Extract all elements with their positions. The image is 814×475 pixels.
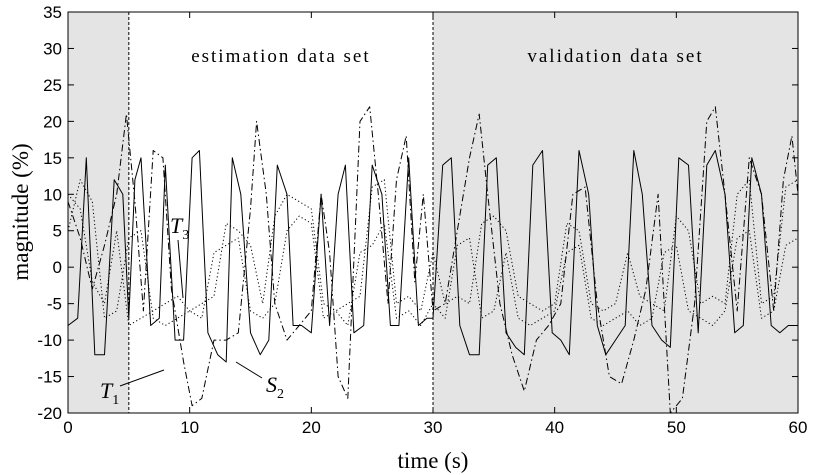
x-tick-label: 40	[545, 418, 564, 437]
tick-labels: 0 10 20 30 40 50 60 -20 -15 -10 -5 0 5 10 15 20 25 30 35	[37, 3, 807, 437]
x-axis-label: time (s)	[398, 448, 469, 473]
series-lines	[67, 106, 799, 414]
x-tick-label: 20	[302, 418, 321, 437]
region-labels: estimation data set validation data set	[191, 46, 703, 67]
annotation-t1: T1	[100, 369, 165, 408]
series-line-1-solid	[67, 150, 798, 363]
ticks	[67, 11, 799, 414]
annotation-s2: S2	[235, 361, 284, 402]
annotation-t3-leader	[177, 239, 184, 299]
annotation-t3: T3	[170, 213, 189, 299]
x-tick-label: 10	[180, 418, 199, 437]
series-line-4-dotted	[67, 179, 799, 326]
shaded-regions	[68, 12, 798, 413]
series-line-2-dashdot	[67, 106, 799, 414]
y-tick-label: 25	[43, 76, 62, 95]
x-tick-label: 30	[424, 418, 443, 437]
shaded-region-0	[68, 12, 129, 413]
annotation-t1-base: T	[100, 378, 114, 403]
y-tick-label: 5	[53, 222, 62, 241]
annotation-s2-base: S	[266, 372, 277, 397]
y-tick-label: 10	[43, 185, 62, 204]
y-tick-label: 30	[43, 39, 62, 58]
shaded-region-2	[433, 12, 798, 413]
region-boundaries	[128, 12, 434, 413]
region-label-2: validation data set	[527, 46, 703, 67]
y-tick-label: -5	[47, 295, 62, 314]
y-tick-label: 15	[43, 149, 62, 168]
annotation-t3-base: T	[170, 213, 184, 238]
x-tick-label: 50	[667, 418, 686, 437]
annotation-s2-leader	[235, 361, 263, 379]
y-tick-label: -15	[37, 368, 62, 387]
y-axis-label: magnitude (%)	[8, 143, 33, 280]
y-tick-label: 0	[53, 258, 62, 277]
series-line-3-dotted	[67, 179, 799, 326]
region-label-1: estimation data set	[191, 46, 370, 67]
annotation-s2-sub: 2	[277, 387, 284, 402]
annotation-t1-sub: 1	[112, 393, 119, 408]
svg-text:S2: S2	[266, 372, 284, 402]
y-tick-label: 35	[43, 3, 62, 22]
y-tick-label: -20	[37, 404, 62, 423]
y-tick-label: 20	[43, 112, 62, 131]
x-tick-label: 60	[789, 418, 808, 437]
annotation-t1-leader	[119, 369, 165, 387]
annotation-t3-sub: 3	[182, 228, 189, 243]
svg-text:T1: T1	[100, 378, 119, 408]
y-tick-label: -10	[37, 331, 62, 350]
x-tick-label: 0	[63, 418, 72, 437]
svg-text:T3: T3	[170, 213, 189, 243]
